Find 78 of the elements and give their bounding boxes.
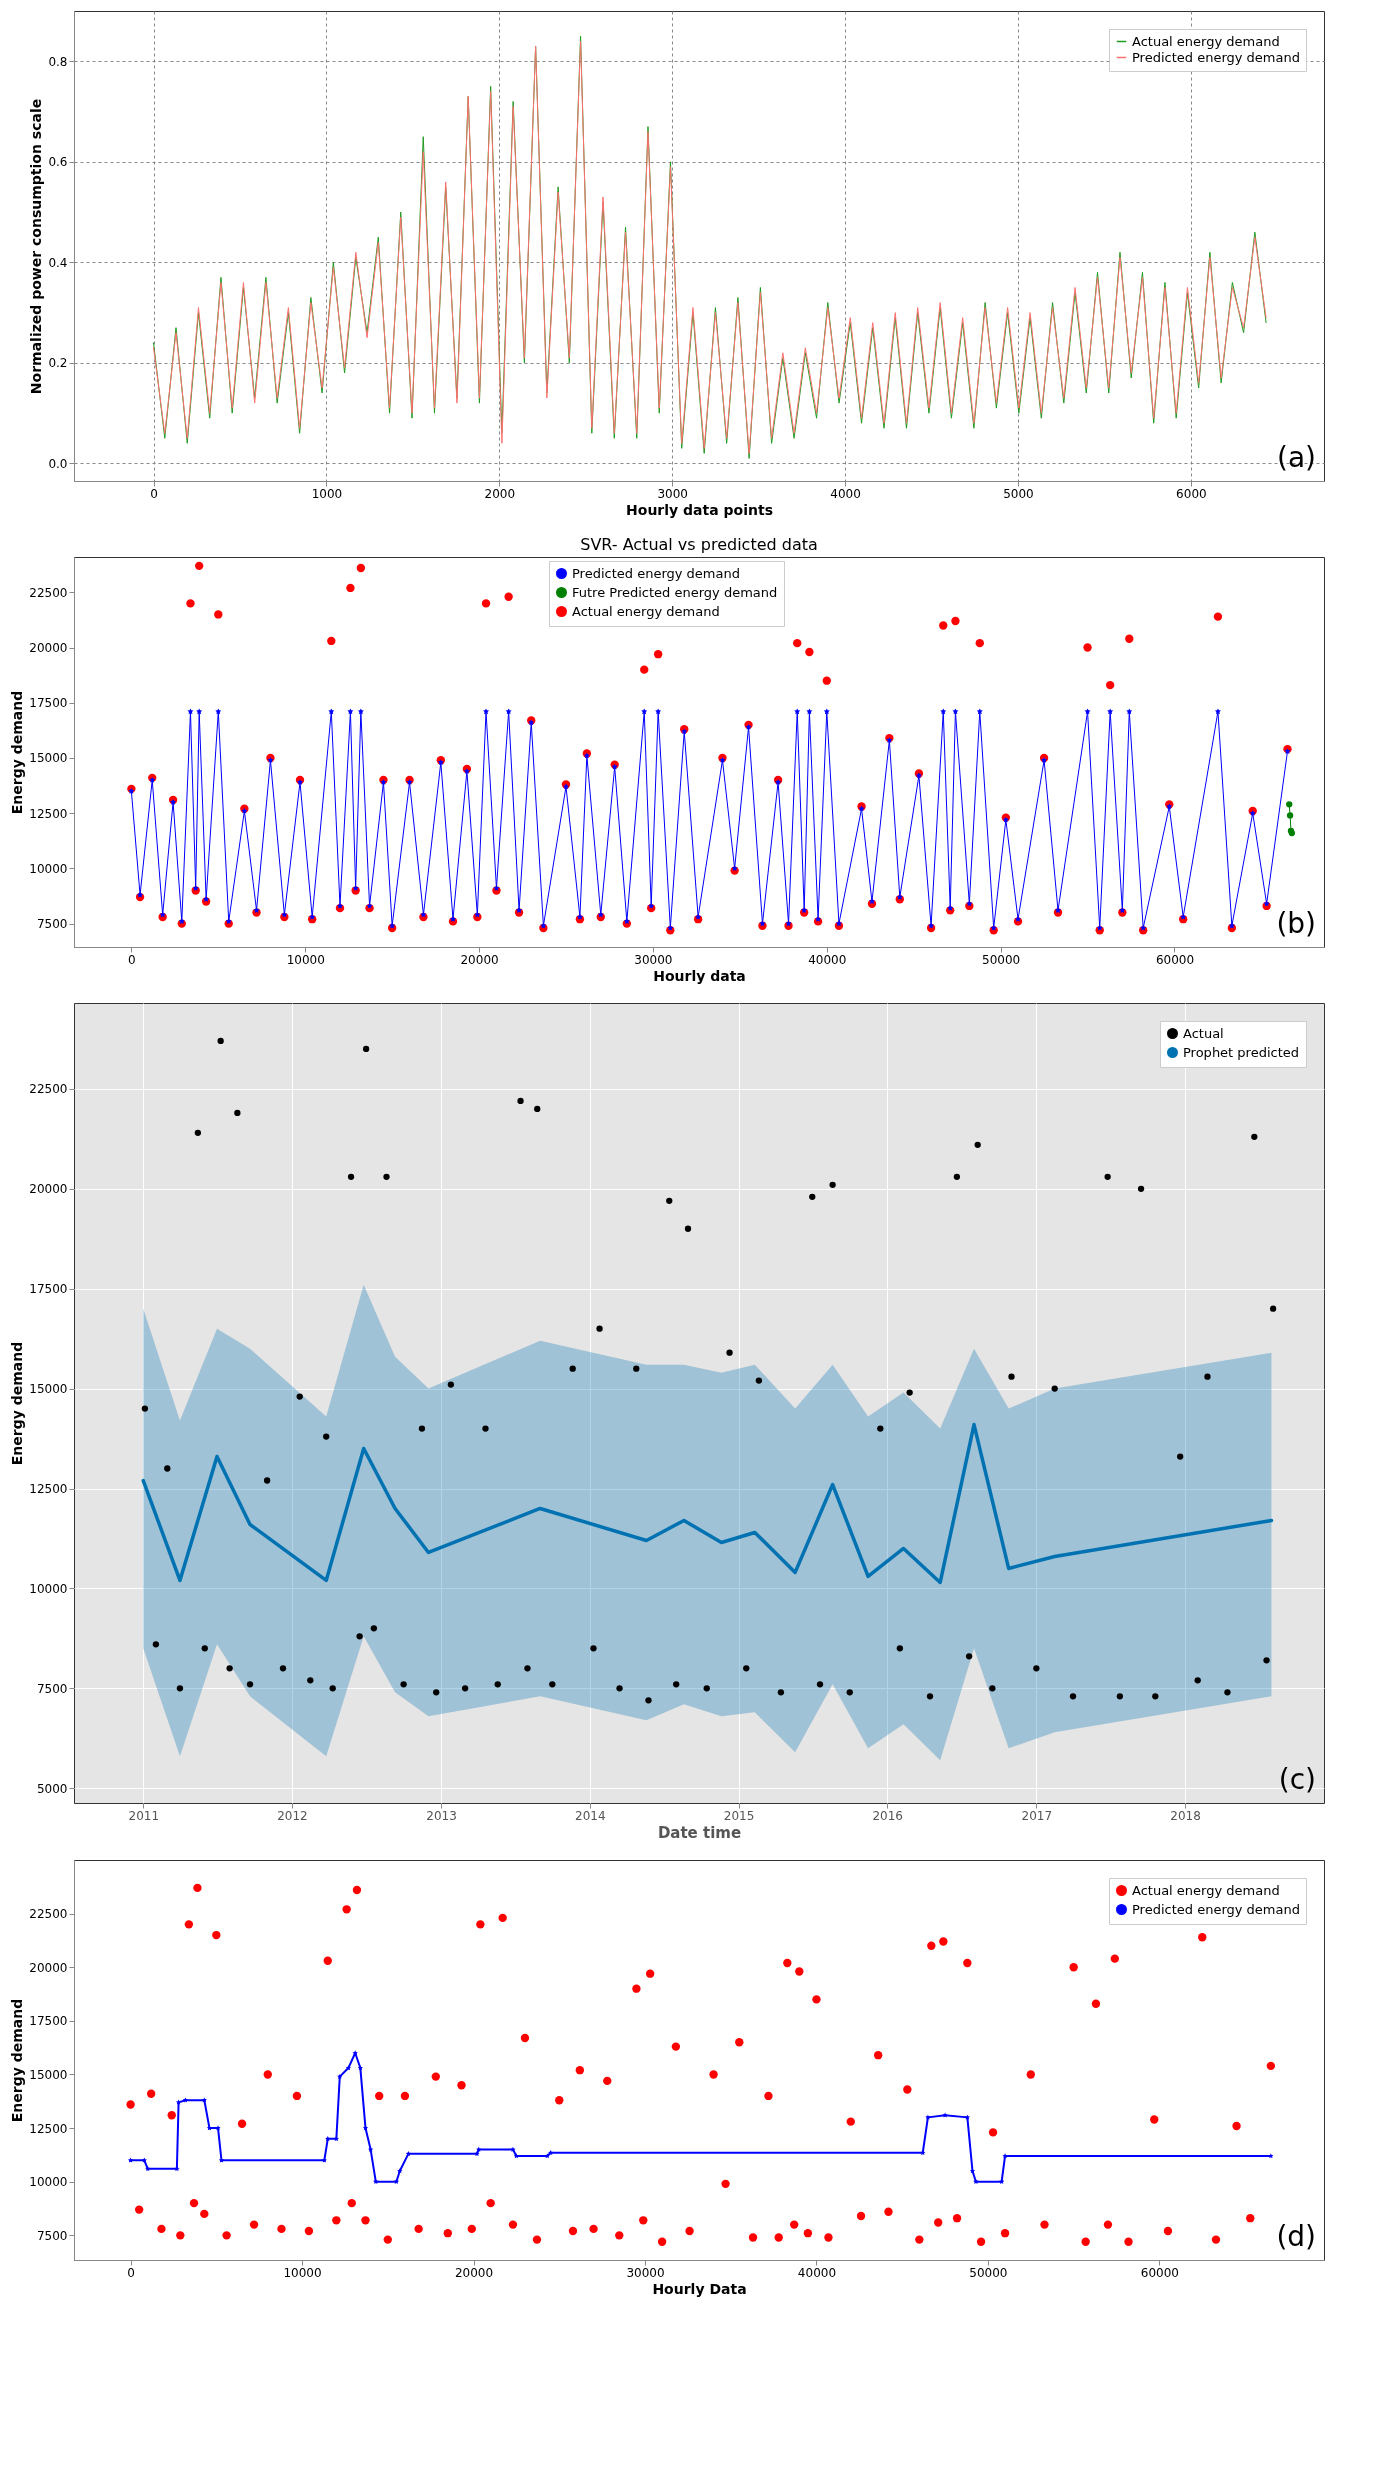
y-tick-label: 15000	[29, 2067, 68, 2082]
x-tick-label: 1000	[311, 486, 343, 501]
annotation: (c)	[1278, 1763, 1316, 1796]
x-tick-label: 2011	[128, 1808, 160, 1823]
annotation: (b)	[1276, 907, 1316, 940]
y-tick-label: 0.0	[48, 456, 68, 471]
legend-label: Actual energy demand	[1132, 33, 1280, 49]
x-tick-label: 10000	[283, 2265, 322, 2280]
x-tick-label: 30000	[634, 952, 673, 967]
y-tick-label: 10000	[29, 2175, 68, 2190]
x-axis-title: Hourly Data	[652, 2280, 747, 2297]
y-tick-label: 22500	[29, 1082, 68, 1097]
x-tick-label: 2017	[1021, 1808, 1053, 1823]
y-tick-label: 17500	[29, 1282, 68, 1297]
y-tick-label: 12500	[29, 806, 68, 821]
y-tick-label: 7500	[36, 917, 68, 932]
legend-label: Futre Predicted energy demand	[572, 584, 778, 600]
y-tick-label: 17500	[29, 2014, 68, 2029]
x-axis-title: Hourly data points	[626, 501, 773, 518]
y-tick-label: 12500	[29, 2121, 68, 2136]
y-axis-title: Normalized power consumption scale	[28, 98, 45, 395]
y-tick-label: 20000	[29, 1182, 68, 1197]
y-tick-label: 10000	[29, 1581, 68, 1596]
x-tick-label: 40000	[797, 2265, 837, 2280]
y-tick-label: 5000	[36, 1781, 68, 1796]
x-tick-label: 6000	[1176, 486, 1207, 501]
x-tick-label: 2016	[872, 1808, 904, 1823]
y-tick-label: 22500	[29, 1907, 68, 1922]
legend-label: Predicted energy demand	[572, 565, 740, 581]
y-tick-label: 20000	[29, 1960, 68, 1975]
x-tick-label: 50000	[969, 2265, 1008, 2280]
chart-title: SVR- Actual vs predicted data	[580, 535, 818, 554]
y-tick-label: 10000	[29, 861, 68, 876]
y-axis-title: Energy demand	[9, 690, 26, 815]
x-tick-label: 50000	[982, 952, 1021, 967]
x-tick-label: 2012	[277, 1808, 308, 1823]
x-tick-label: 2018	[1170, 1808, 1201, 1823]
x-tick-label: 20000	[460, 952, 499, 967]
y-tick-label: 0.6	[48, 155, 68, 170]
x-tick-label: 0	[127, 2265, 135, 2280]
y-tick-label: 22500	[29, 585, 68, 600]
x-axis-title: Date time	[657, 1823, 742, 1842]
x-axis-title: Hourly data	[653, 967, 746, 984]
x-tick-label: 10000	[286, 952, 325, 967]
y-tick-label: 0.2	[48, 356, 68, 371]
y-tick-label: 15000	[29, 751, 68, 766]
x-tick-label: 30000	[626, 2265, 665, 2280]
y-axis-title: Energy demand	[9, 1998, 26, 2123]
annotation: (a)	[1276, 441, 1316, 474]
legend-label: Actual energy demand	[1132, 1882, 1280, 1898]
x-tick-label: 3000	[657, 486, 688, 501]
x-tick-label: 40000	[808, 952, 847, 967]
y-tick-label: 15000	[29, 1382, 68, 1397]
x-tick-label: 2014	[575, 1808, 606, 1823]
y-tick-label: 0.4	[48, 255, 68, 270]
y-tick-label: 0.8	[48, 54, 68, 69]
x-tick-label: 0	[128, 952, 136, 967]
legend-label: Prophet predicted	[1183, 1044, 1300, 1060]
x-tick-label: 20000	[454, 2265, 494, 2280]
x-tick-label: 2015	[723, 1808, 755, 1823]
legend-label: Predicted energy demand	[1132, 1901, 1300, 1917]
y-axis-title: Energy demand	[9, 1341, 26, 1466]
y-tick-label: 17500	[29, 696, 68, 711]
x-tick-label: 60000	[1140, 2265, 1179, 2280]
x-tick-label: 2013	[426, 1808, 457, 1823]
x-tick-label: 0	[150, 486, 158, 501]
annotation: (d)	[1276, 2220, 1316, 2253]
y-tick-label: 7500	[36, 1681, 68, 1696]
x-tick-label: 60000	[1155, 952, 1195, 967]
x-tick-label: 5000	[1003, 486, 1034, 501]
x-tick-label: 4000	[830, 486, 861, 501]
x-tick-label: 2000	[484, 486, 516, 501]
y-tick-label: 12500	[29, 1482, 68, 1497]
y-tick-label: 7500	[36, 2228, 68, 2243]
legend-label: Actual energy demand	[572, 603, 720, 619]
legend-label: Actual	[1183, 1025, 1224, 1041]
legend-label: Predicted energy demand	[1132, 49, 1300, 65]
y-tick-label: 20000	[29, 641, 68, 656]
